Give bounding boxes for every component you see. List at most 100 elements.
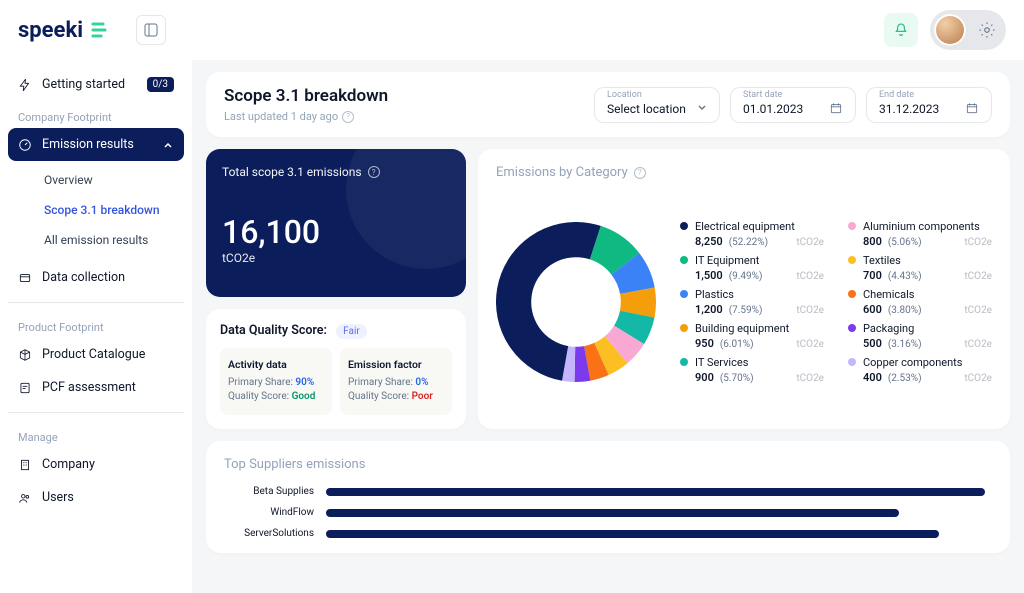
legend-value: 500 <box>863 337 882 350</box>
brand-mark-icon <box>90 21 108 39</box>
sidebar-item-label: Getting started <box>42 77 125 92</box>
legend-item: Electrical equipment8,250(52.22%)tCO2e <box>680 220 824 248</box>
legend-label: Plastics <box>695 288 734 301</box>
legend-item: Chemicals600(3.80%)tCO2e <box>848 288 992 316</box>
legend-unit: tCO2e <box>796 339 824 350</box>
legend-dot <box>848 290 856 298</box>
legend-label: IT Equipment <box>695 254 759 267</box>
info-icon[interactable]: ? <box>342 111 354 123</box>
legend-label: Copper components <box>863 356 962 369</box>
info-icon[interactable]: ? <box>368 166 380 178</box>
legend-unit: tCO2e <box>964 237 992 248</box>
dq-badge: Fair <box>336 324 367 339</box>
legend-label: Aluminium components <box>863 220 980 233</box>
lightning-icon <box>18 78 32 92</box>
start-date-filter[interactable]: Start date 01.01.2023 <box>730 87 856 123</box>
legend-dot <box>680 290 688 298</box>
supplier-bar <box>326 509 899 517</box>
legend-label: Packaging <box>863 322 914 335</box>
sidebar-item-getting-started[interactable]: Getting started 0/3 <box>8 68 184 101</box>
legend-label: Textiles <box>863 254 901 267</box>
legend-value: 900 <box>695 371 714 384</box>
legend-pct: (52.22%) <box>729 237 768 248</box>
sidebar-item-label: Data collection <box>42 270 125 285</box>
building-icon <box>18 458 32 472</box>
emission-results-subnav: Overview Scope 3.1 breakdown All emissio… <box>8 161 184 261</box>
legend-dot <box>680 324 688 332</box>
supplier-label: WindFlow <box>224 507 314 518</box>
legend-item: Aluminium components800(5.06%)tCO2e <box>848 220 992 248</box>
total-emissions-card: Total scope 3.1 emissions ? 16,100 tCO2e <box>206 149 466 297</box>
filter-label: Start date <box>743 90 782 100</box>
legend-value: 8,250 <box>695 235 723 248</box>
sidebar-item-product-catalogue[interactable]: Product Catalogue <box>8 338 184 371</box>
legend-unit: tCO2e <box>796 305 824 316</box>
total-title: Total scope 3.1 emissions <box>222 165 362 179</box>
last-updated-text: Last updated 1 day ago <box>224 110 338 123</box>
info-icon[interactable]: ? <box>634 167 646 179</box>
category-legend: Electrical equipment8,250(52.22%)tCO2eAl… <box>680 220 992 384</box>
legend-value: 950 <box>695 337 714 350</box>
filter-label: Location <box>607 90 642 100</box>
progress-badge: 0/3 <box>147 77 174 92</box>
end-date-filter[interactable]: End date 31.12.2023 <box>866 87 992 123</box>
legend-item: Building equipment950(6.01%)tCO2e <box>680 322 824 350</box>
sidebar-item-label: Emission results <box>42 137 134 152</box>
legend-item: Textiles700(4.43%)tCO2e <box>848 254 992 282</box>
brand-logo[interactable]: speeki <box>18 18 108 43</box>
sidebar-item-users[interactable]: Users <box>8 481 184 514</box>
legend-unit: tCO2e <box>964 305 992 316</box>
sidebar-item-company[interactable]: Company <box>8 448 184 481</box>
data-quality-card: Data Quality Score: Fair Activity data P… <box>206 309 466 429</box>
legend-pct: (2.53%) <box>888 373 922 384</box>
settings-button[interactable] <box>972 15 1002 45</box>
legend-dot <box>848 256 856 264</box>
legend-unit: tCO2e <box>964 271 992 282</box>
sidebar: Getting started 0/3 Company Footprint Em… <box>0 0 192 593</box>
sidebar-section-manage: Manage <box>8 421 184 448</box>
page-title: Scope 3.1 breakdown <box>224 86 388 106</box>
legend-dot <box>680 358 688 366</box>
brand-name: speeki <box>18 18 83 43</box>
notifications-button[interactable] <box>884 13 918 47</box>
filter-value: 31.12.2023 <box>879 102 939 116</box>
legend-pct: (4.43%) <box>888 271 922 282</box>
sidebar-section-company-footprint: Company Footprint <box>8 101 184 128</box>
data-collection-icon <box>18 271 32 285</box>
legend-pct: (5.70%) <box>720 373 754 384</box>
sidebar-section-product-footprint: Product Footprint <box>8 311 184 338</box>
subnav-scope31[interactable]: Scope 3.1 breakdown <box>40 195 184 225</box>
legend-value: 1,200 <box>695 303 723 316</box>
gauge-icon <box>18 138 32 152</box>
avatar[interactable] <box>934 14 966 46</box>
legend-unit: tCO2e <box>796 237 824 248</box>
location-filter[interactable]: Location Select location <box>594 87 720 123</box>
sidebar-item-label: Company <box>42 457 95 472</box>
legend-unit: tCO2e <box>964 339 992 350</box>
subnav-overview[interactable]: Overview <box>40 165 184 195</box>
legend-pct: (9.49%) <box>729 271 763 282</box>
total-value: 16,100 <box>222 213 450 251</box>
users-icon <box>18 491 32 505</box>
legend-dot <box>680 222 688 230</box>
dq-panel-title: Emission factor <box>348 358 444 371</box>
legend-pct: (6.01%) <box>720 339 754 350</box>
supplier-row: WindFlow <box>224 507 992 518</box>
donut-chart <box>496 222 656 382</box>
legend-label: IT Services <box>695 356 748 369</box>
panel-toggle-icon[interactable] <box>136 15 166 45</box>
legend-item: Plastics1,200(7.59%)tCO2e <box>680 288 824 316</box>
legend-dot <box>848 324 856 332</box>
sidebar-item-emission-results[interactable]: Emission results <box>8 128 184 161</box>
sidebar-item-pcf-assessment[interactable]: PCF assessment <box>8 371 184 404</box>
legend-dot <box>680 256 688 264</box>
subnav-all-results[interactable]: All emission results <box>40 225 184 255</box>
emissions-by-category-card: Emissions by Category ? Electrical equip… <box>478 149 1010 429</box>
bell-icon <box>893 22 909 38</box>
page-subtitle: Last updated 1 day ago ? <box>224 110 388 123</box>
sidebar-item-data-collection[interactable]: Data collection <box>8 261 184 294</box>
filter-value: Select location <box>607 102 686 116</box>
legend-value: 1,500 <box>695 269 723 282</box>
legend-unit: tCO2e <box>796 271 824 282</box>
page-header-card: Scope 3.1 breakdown Last updated 1 day a… <box>206 72 1010 137</box>
